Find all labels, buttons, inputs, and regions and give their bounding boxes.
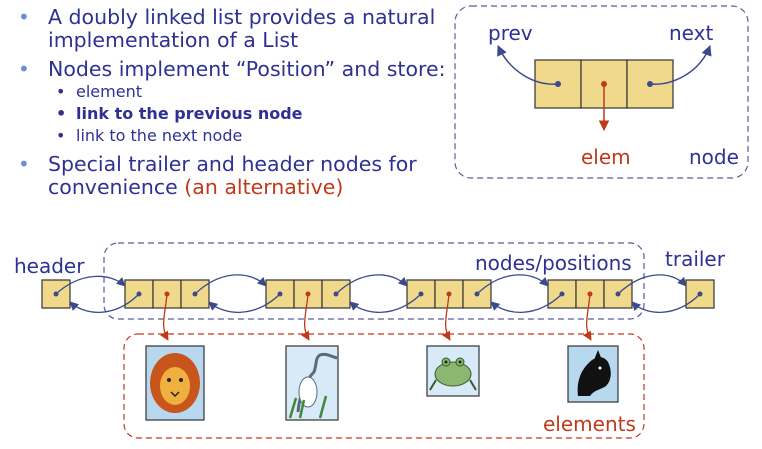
next-link-2-to-3 [335, 274, 408, 295]
list-node-3 [406, 279, 492, 309]
bullet-sentinels: Special trailer and header nodes for con… [16, 153, 466, 199]
heron-picture [285, 345, 339, 421]
nodes-positions-label: nodes/positions [475, 251, 632, 275]
elements-group-border [123, 333, 645, 439]
next-link-arrow [649, 45, 712, 85]
prev-link-arrow [497, 45, 559, 85]
bullet-nodes-implement: Nodes implement “Position” and store: [16, 58, 466, 82]
node-label: node [689, 145, 739, 169]
header-label: header [14, 254, 85, 278]
bullet-list: A doubly linked list provides a natural … [16, 0, 466, 199]
node1-elem [152, 279, 182, 309]
list-diagram: header trailer nodes/positions elements [14, 242, 726, 439]
next-label: next [669, 21, 713, 45]
next-link-header-to-1 [55, 275, 126, 295]
prev-link-1-to-header [69, 293, 140, 313]
prev-link-2-to-1 [208, 293, 281, 313]
list-node-1 [124, 279, 210, 309]
lion-picture [145, 345, 205, 421]
sub-bullet-prev-link: link to the previous node [16, 103, 466, 125]
next-link-3-to-4 [476, 274, 549, 295]
elem-label: elem [581, 145, 631, 169]
alternative-note: (an alternative) [184, 175, 344, 199]
node-diagram-border [454, 5, 749, 179]
frog-picture [426, 345, 480, 397]
sub-bullet-next-link: link to the next node [16, 125, 466, 147]
next-link-1-to-2 [194, 274, 267, 295]
prev-label: prev [488, 21, 533, 45]
prev-link-trailer-to-4 [631, 293, 701, 313]
sentinels-text: Special trailer and header nodes for con… [48, 152, 417, 199]
elem-link-3 [441, 293, 451, 341]
sub-bullet-element: element [16, 81, 466, 103]
horse-picture [567, 345, 619, 403]
elem-link-2 [300, 293, 310, 341]
elements-label: elements [543, 412, 636, 436]
elem-link-4 [582, 293, 592, 341]
prev-link-4-to-3 [490, 293, 563, 313]
prev-link-3-to-2 [349, 293, 422, 313]
nodes-group-border [103, 242, 645, 320]
next-link-4-to-trailer [617, 274, 687, 295]
bullet-doubly-linked: A doubly linked list provides a natural … [16, 6, 466, 52]
node-diagram: prev next elem node [454, 5, 749, 179]
trailer-label: trailer [665, 247, 726, 271]
elem-link-1 [159, 293, 169, 341]
